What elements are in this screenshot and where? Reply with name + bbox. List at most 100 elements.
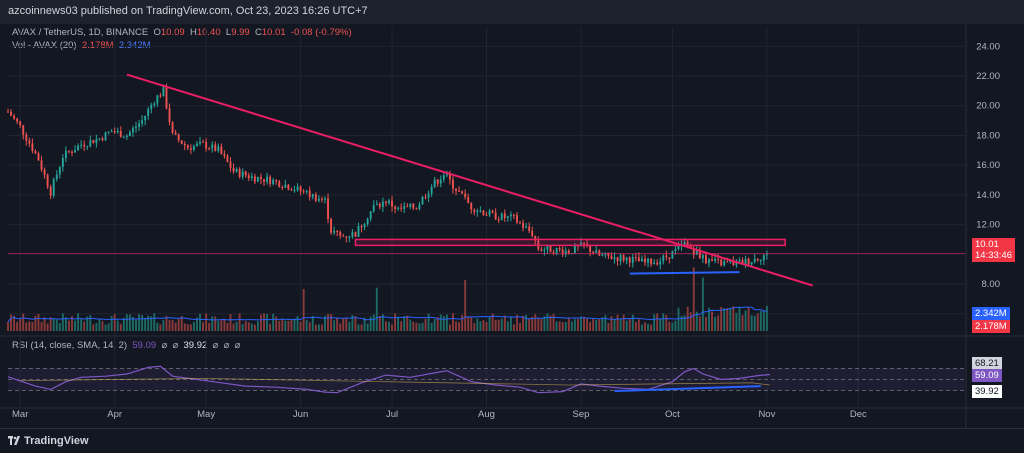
price-tick-label: 22.00 (976, 71, 1000, 82)
volume-bar (717, 315, 720, 331)
candle-body (659, 261, 662, 265)
candle-body (564, 250, 567, 255)
candle-body (753, 258, 756, 263)
volume-bar (171, 319, 174, 331)
volume-bar (427, 313, 430, 331)
volume-bar (485, 322, 488, 331)
volume-bar (244, 321, 247, 331)
candle-body (701, 255, 704, 259)
volume-bar (601, 317, 604, 331)
symbol-label[interactable]: AVAX / TetherUS, 1D, BINANCE (12, 27, 149, 38)
candle-body (561, 249, 564, 255)
volume-bar (372, 314, 375, 331)
candle-body (205, 141, 208, 149)
volume-bar (37, 314, 40, 331)
price-tick-label: 12.00 (976, 220, 1000, 231)
candle-body (525, 226, 528, 228)
change-value: -0.08 (-0.79%) (290, 27, 352, 38)
volume-bar (49, 317, 52, 331)
candle-body (49, 186, 52, 196)
candle-body (692, 248, 695, 255)
candle-body (327, 198, 329, 220)
candle-body (552, 252, 555, 254)
candle-body (418, 204, 421, 209)
candle-body (433, 179, 436, 187)
candle-body (522, 223, 525, 228)
candle-body (394, 206, 397, 210)
candle-body (464, 193, 467, 198)
candle-body (278, 181, 281, 187)
candle-body (665, 255, 668, 258)
candle-body (202, 141, 205, 143)
time-tick-label: Sep (573, 409, 590, 420)
candle-body (95, 139, 98, 144)
volume-bar (409, 319, 412, 331)
candle-body (147, 108, 150, 116)
candle-body (427, 193, 430, 198)
candle-body (116, 131, 119, 133)
volume-bar (762, 310, 765, 331)
candle-body (494, 212, 497, 220)
volume-bar (141, 315, 144, 331)
candle-body (759, 260, 762, 262)
candle-body (607, 252, 610, 256)
candle-body (509, 214, 512, 217)
volume-bar (458, 322, 461, 331)
footer: TradingView (0, 428, 1024, 453)
volume-bar (686, 306, 689, 331)
volume-bar (509, 316, 512, 331)
candle-body (488, 210, 491, 215)
candle-body (241, 171, 244, 177)
candle-body (101, 138, 104, 141)
volume-bar (241, 324, 244, 331)
candle-body (199, 141, 201, 144)
volume-bar (116, 320, 119, 331)
volume-bar (110, 315, 113, 331)
rsi-empty-5: ⌀ (234, 340, 241, 351)
volume-label[interactable]: Vol - AVAX (20) (12, 40, 77, 51)
candle-body (196, 143, 198, 146)
candle-body (308, 190, 311, 198)
volume-bar (640, 324, 643, 331)
candle-body (555, 248, 558, 254)
candle-body (351, 232, 354, 237)
candle-body (476, 210, 479, 213)
volume-bar (418, 323, 421, 331)
candle-body (305, 190, 308, 192)
volume-bar (196, 317, 198, 331)
candle-body (528, 226, 531, 231)
volume-bar (7, 321, 9, 331)
volume-bar (497, 319, 500, 331)
candle-body (345, 236, 348, 238)
rsi-label[interactable]: RSI (14, close, SMA, 14, 2) (12, 340, 128, 351)
volume-bar (607, 323, 610, 331)
price-legend: AVAX / TetherUS, 1D, BINANCE O10.09 H10.… (12, 27, 352, 38)
candle-body (159, 95, 162, 97)
candle-body (619, 255, 622, 262)
rsi-lower-tag: 39.92 (972, 385, 1002, 398)
volume-bar (308, 322, 311, 331)
volume-bar (357, 324, 360, 331)
volume-bar (516, 314, 518, 331)
candle-body (363, 224, 366, 228)
volume-bar (320, 324, 323, 331)
candle-body (756, 258, 759, 261)
volume-bar (296, 316, 299, 331)
volume-bar (89, 315, 92, 331)
volume-bar (132, 316, 134, 331)
drawings[interactable] (8, 73, 965, 287)
volume-bar (80, 319, 83, 331)
candle-body (156, 95, 159, 104)
volume-bar (750, 315, 753, 331)
candle-body (61, 158, 64, 168)
volume-bar (61, 313, 64, 331)
volume-bar (500, 318, 503, 331)
volume-bar (583, 316, 585, 331)
candle-body (695, 249, 698, 255)
candle-body (640, 258, 643, 262)
candle-body (64, 150, 67, 159)
candle-body (662, 255, 665, 262)
volume-bar (720, 306, 723, 331)
candle-body (217, 146, 220, 151)
